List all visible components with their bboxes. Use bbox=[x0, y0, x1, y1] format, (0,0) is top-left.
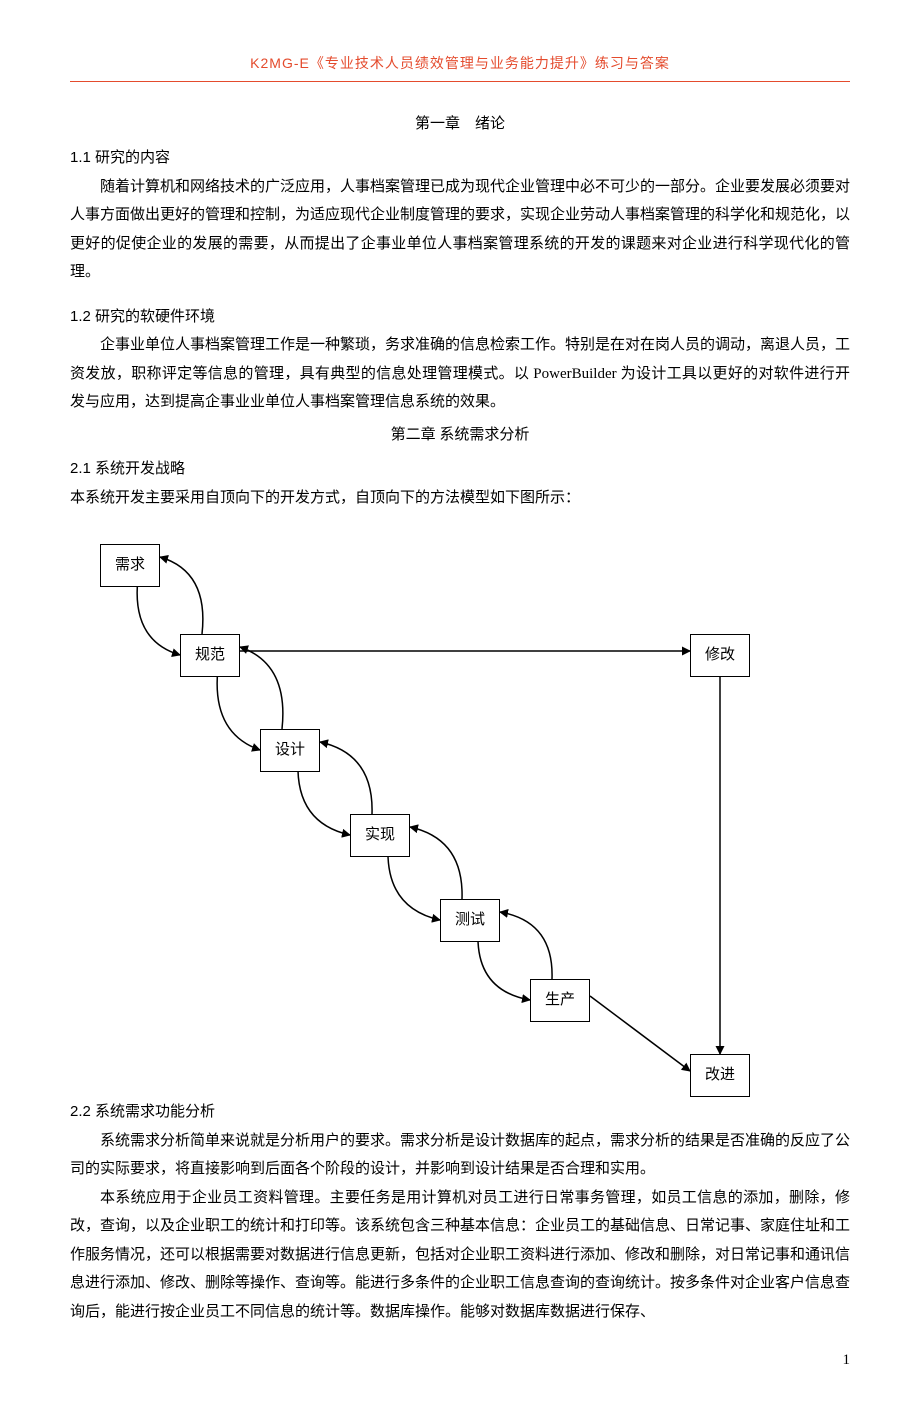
chapter-2-title: 第二章 系统需求分析 bbox=[70, 421, 850, 450]
section-1-1-body: 随着计算机和网络技术的广泛应用，人事档案管理已成为现代企业管理中必不可少的一部分… bbox=[70, 173, 850, 287]
section-2-1-label: 2.1 系统开发战略 bbox=[70, 455, 850, 484]
flowchart-edges bbox=[70, 524, 830, 1084]
section-1-1-label: 1.1 研究的内容 bbox=[70, 144, 850, 173]
section-2-1-body: 本系统开发主要采用自顶向下的开发方式，自顶向下的方法模型如下图所示： bbox=[70, 484, 850, 513]
dev-method-flowchart: 需求规范设计实现测试生产改进修改 bbox=[70, 524, 830, 1084]
page-number: 1 bbox=[70, 1346, 850, 1375]
page-header: K2MG-E《专业技术人员绩效管理与业务能力提升》练习与答案 bbox=[70, 50, 850, 82]
section-2-2-label: 2.2 系统需求功能分析 bbox=[70, 1098, 850, 1127]
flow-node-imp: 改进 bbox=[690, 1054, 750, 1097]
section-1-2-body: 企事业单位人事档案管理工作是一种繁琐，务求准确的信息检索工作。特别是在对在岗人员… bbox=[70, 331, 850, 417]
spacer bbox=[70, 287, 850, 297]
chapter-1-title: 第一章 绪论 bbox=[70, 110, 850, 139]
flow-node-mod: 修改 bbox=[690, 634, 750, 677]
flow-node-impl: 实现 bbox=[350, 814, 410, 857]
section-2-2-p2: 本系统应用于企业员工资料管理。主要任务是用计算机对员工进行日常事务管理，如员工信… bbox=[70, 1184, 850, 1327]
flow-node-prod: 生产 bbox=[530, 979, 590, 1022]
section-1-2-label: 1.2 研究的软硬件环境 bbox=[70, 303, 850, 332]
flow-node-spec: 规范 bbox=[180, 634, 240, 677]
flow-node-req: 需求 bbox=[100, 544, 160, 587]
flow-node-test: 测试 bbox=[440, 899, 500, 942]
flow-node-des: 设计 bbox=[260, 729, 320, 772]
section-2-2-p1: 系统需求分析简单来说就是分析用户的要求。需求分析是设计数据库的起点，需求分析的结… bbox=[70, 1127, 850, 1184]
